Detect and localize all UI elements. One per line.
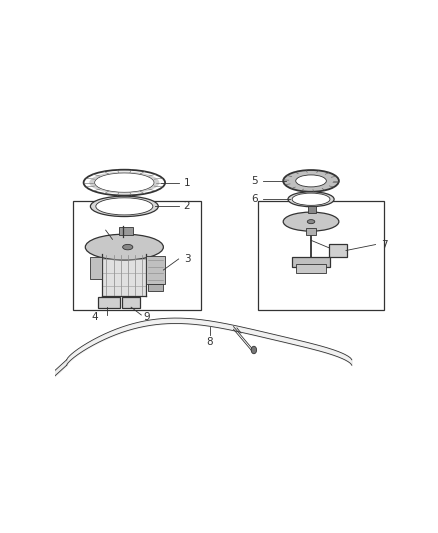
FancyBboxPatch shape <box>98 297 120 308</box>
Text: 4: 4 <box>91 312 98 322</box>
Ellipse shape <box>283 212 339 231</box>
Bar <box>148 285 163 290</box>
Text: 3: 3 <box>184 254 191 264</box>
Ellipse shape <box>283 170 339 192</box>
FancyBboxPatch shape <box>297 264 325 273</box>
Ellipse shape <box>89 172 159 193</box>
Ellipse shape <box>251 346 257 354</box>
Bar <box>146 256 165 285</box>
Bar <box>74 201 201 310</box>
FancyBboxPatch shape <box>328 245 347 256</box>
Ellipse shape <box>123 245 133 250</box>
Ellipse shape <box>96 198 153 215</box>
Ellipse shape <box>39 375 45 384</box>
Bar <box>258 201 384 310</box>
Bar <box>119 228 133 235</box>
FancyBboxPatch shape <box>293 257 330 267</box>
Bar <box>102 254 146 296</box>
Text: 5: 5 <box>251 176 258 186</box>
Bar <box>306 229 316 235</box>
Text: 1: 1 <box>184 177 191 188</box>
Text: 6: 6 <box>251 194 258 204</box>
Ellipse shape <box>292 193 330 205</box>
Ellipse shape <box>90 196 158 216</box>
Ellipse shape <box>95 173 154 192</box>
Text: 2: 2 <box>184 201 191 212</box>
Bar <box>307 206 316 213</box>
Ellipse shape <box>296 175 326 187</box>
Ellipse shape <box>288 192 334 207</box>
Ellipse shape <box>85 234 163 260</box>
Ellipse shape <box>307 220 315 224</box>
Text: 9: 9 <box>143 312 150 322</box>
Bar <box>90 257 102 279</box>
FancyBboxPatch shape <box>122 297 140 308</box>
Text: 7: 7 <box>381 239 387 249</box>
Text: 8: 8 <box>206 337 213 347</box>
